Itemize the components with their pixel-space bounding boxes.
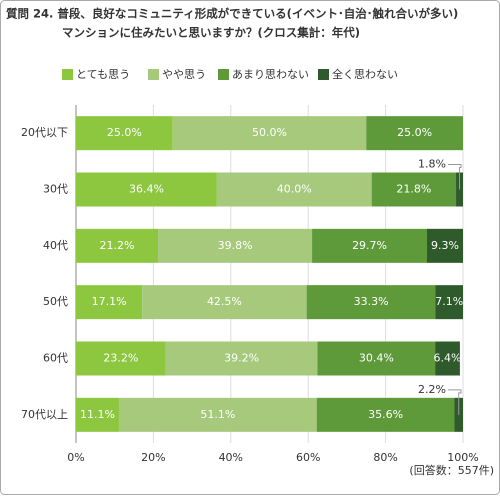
data-label: 35.6% (368, 408, 403, 421)
bar-segment (435, 341, 460, 376)
data-label: 21.8% (396, 183, 431, 196)
bar-segment (316, 397, 455, 432)
bar-segment (317, 341, 436, 376)
data-label: 2.2% (418, 383, 446, 396)
data-label: 23.2% (103, 352, 138, 365)
data-label: 42.5% (207, 295, 242, 308)
y-tick-label: 50代 (43, 295, 68, 308)
y-tick-label: 40代 (43, 239, 68, 252)
data-label: 25.0% (107, 126, 142, 139)
data-label: 11.1% (80, 408, 115, 421)
x-tick-label: 0% (67, 451, 84, 464)
bar-segment (158, 228, 313, 263)
y-tick-label: 30代 (43, 183, 68, 196)
data-label: 39.2% (224, 352, 259, 365)
bar-segment (165, 341, 318, 376)
bar-segment (76, 116, 173, 151)
legend-label: とても思う (76, 68, 130, 81)
data-label: 36.4% (129, 183, 164, 196)
legend-label: 全く思わない (332, 67, 398, 81)
data-label: 7.1% (435, 295, 463, 308)
legend-swatch (62, 69, 73, 80)
data-label: 33.3% (354, 295, 389, 308)
callout-line (448, 164, 462, 190)
data-label: 29.7% (352, 239, 387, 252)
y-tick-label: 20代以下 (21, 126, 68, 139)
legend-label: やや思う (162, 68, 206, 81)
data-label: 39.8% (218, 239, 253, 252)
bar-segment (76, 397, 119, 432)
callout-line (448, 389, 462, 415)
bar-segment (76, 341, 166, 376)
bar-segment (371, 172, 457, 207)
bar-segment (435, 285, 463, 320)
data-label: 21.2% (100, 239, 135, 252)
bar-segment (172, 116, 367, 151)
legend-swatch (148, 69, 159, 80)
bar-segment (76, 285, 143, 320)
y-tick-label: 70代以上 (21, 408, 68, 421)
x-tick-label: 40% (219, 451, 243, 464)
data-label: 30.4% (359, 352, 394, 365)
bar-segment (76, 228, 159, 263)
bar-segment (76, 172, 217, 207)
bar-segment (427, 228, 463, 263)
bar-segment (216, 172, 372, 207)
bar-segment (366, 116, 463, 151)
chart-subtitle: マンションに住みたいと思いますか？(クロス集計：年代) (62, 26, 360, 40)
x-tick-label: 100% (447, 451, 478, 464)
data-label: 40.0% (277, 183, 312, 196)
legend-label: あまり思わない (232, 68, 309, 81)
x-tick-label: 80% (373, 451, 397, 464)
legend-swatch (318, 69, 329, 80)
bar-segment (142, 285, 307, 320)
x-tick-label: 60% (296, 451, 320, 464)
data-label: 50.0% (252, 126, 287, 139)
data-label: 51.1% (200, 408, 235, 421)
y-tick-label: 60代 (43, 352, 68, 365)
data-label: 25.0% (397, 126, 432, 139)
bar-segment (312, 228, 428, 263)
note: (回答数：557件) (409, 463, 494, 477)
data-label: 9.3% (431, 239, 459, 252)
data-label: 17.1% (92, 295, 127, 308)
x-tick-label: 20% (141, 451, 165, 464)
legend-swatch (218, 69, 229, 80)
bar-segment (306, 285, 436, 320)
data-label: 6.4% (434, 352, 462, 365)
bar-segment (118, 397, 317, 432)
chart-title: 質問 24. 普段、良好なコミュニティ形成ができている(イベント･自治･触れ合い… (6, 7, 458, 21)
data-label: 1.8% (418, 158, 446, 171)
